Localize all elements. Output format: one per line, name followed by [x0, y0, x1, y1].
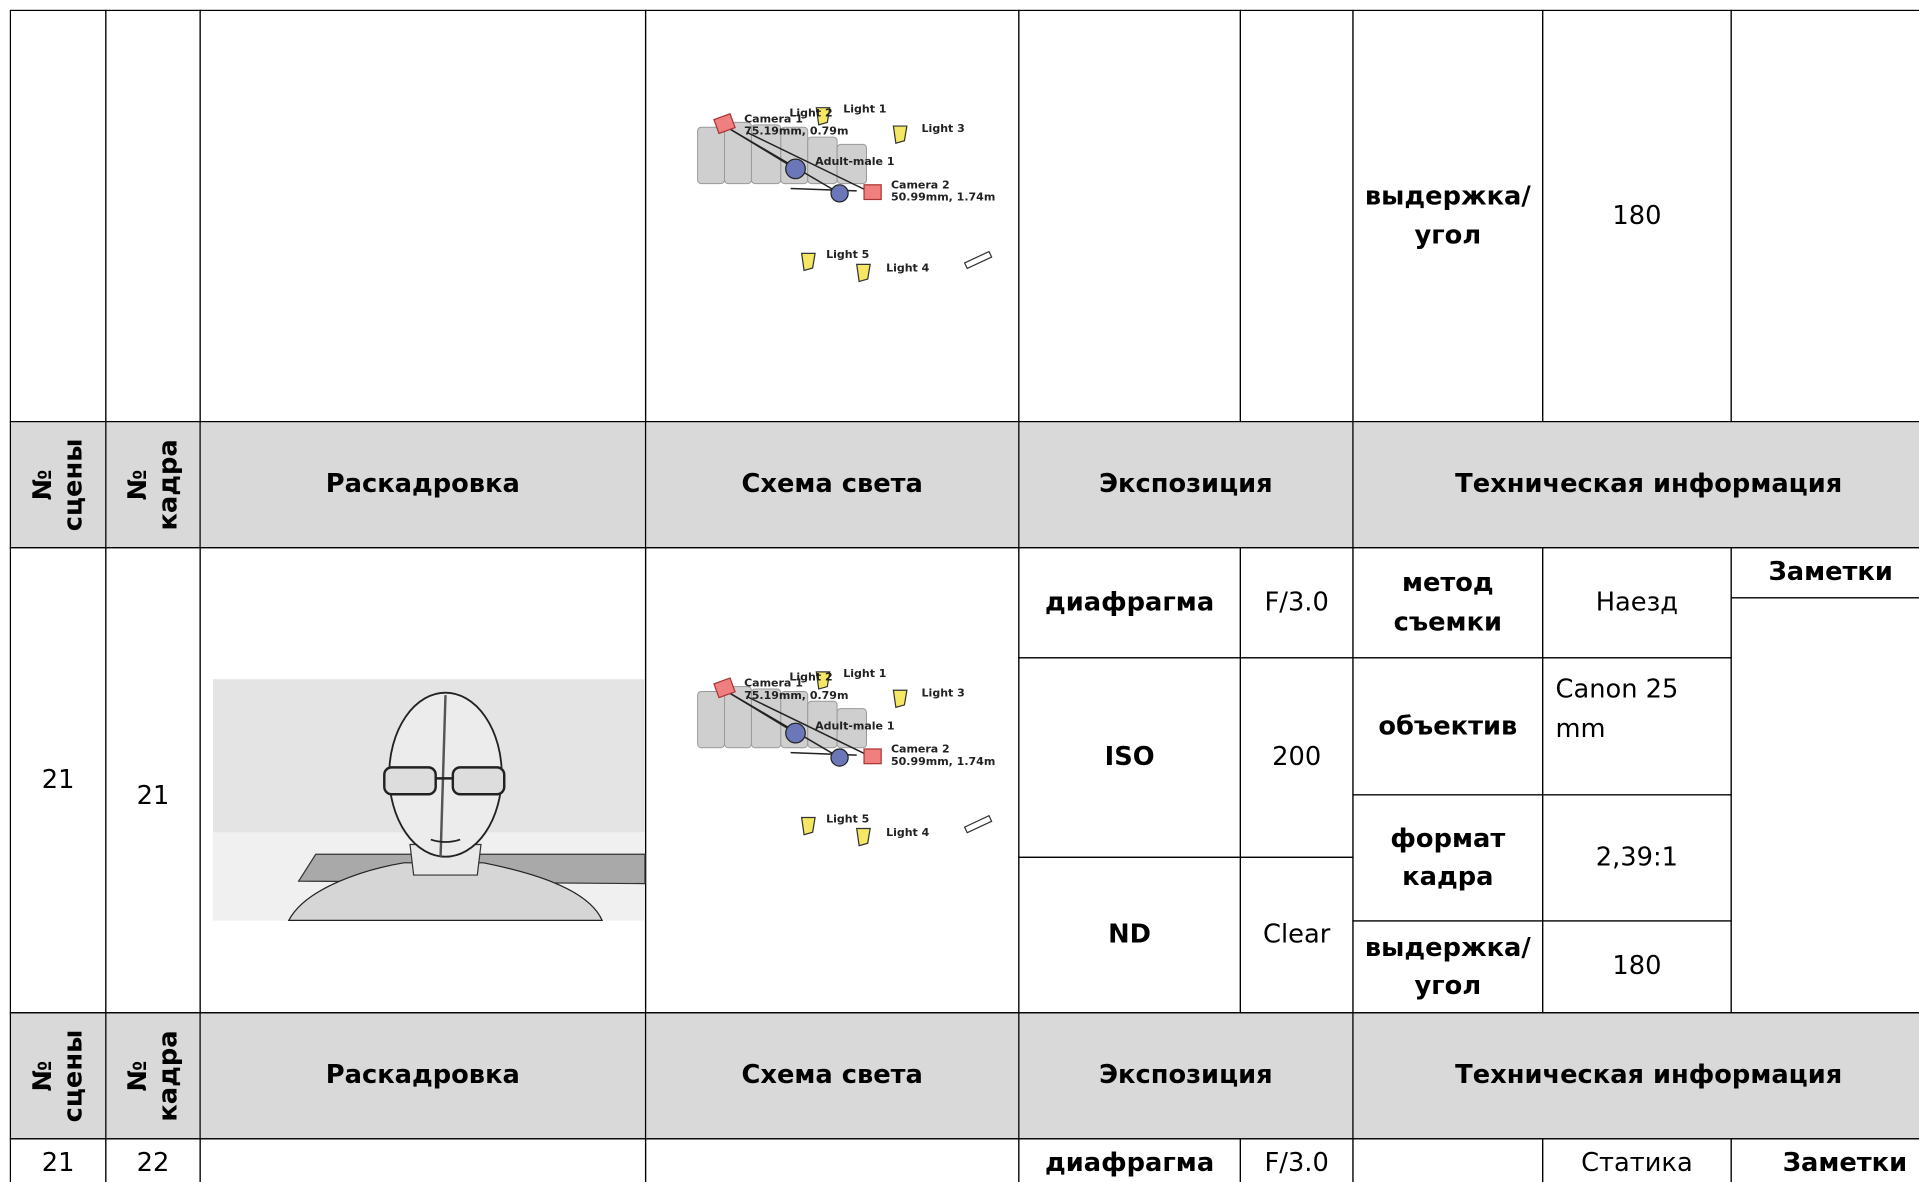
- diagram-label: Light 2: [789, 106, 832, 119]
- camera: [713, 677, 736, 699]
- actor: [830, 748, 849, 767]
- header-cell: Техническая информация: [1352, 1012, 1919, 1140]
- sight-line: [726, 126, 840, 195]
- light: [815, 671, 831, 690]
- light: [800, 252, 816, 272]
- diagram-label: 75.19mm, 0.79m: [744, 125, 848, 138]
- diagram-label: Camera 2: [891, 178, 950, 191]
- header-cell: Экспозиция: [1018, 1012, 1354, 1140]
- header-cell: Раскадровка: [199, 421, 647, 549]
- diagram-label: Light 3: [922, 122, 965, 135]
- header-cell: Схема света: [644, 1012, 1020, 1140]
- actor: [830, 184, 849, 203]
- table-cell: диафрагма: [1018, 1138, 1241, 1182]
- sight-line: [726, 690, 840, 759]
- diagram-label: 50.99mm, 1.74m: [891, 755, 995, 768]
- storyboard-frame: [212, 679, 646, 921]
- mouth: [430, 838, 461, 843]
- actor: [785, 158, 806, 180]
- actor: [785, 722, 806, 744]
- diagram-label: Light 5: [826, 248, 869, 261]
- diagram-label: Light 2: [789, 670, 832, 683]
- diagram-label: Adult-male 1: [815, 719, 894, 732]
- diagram-label: 50.99mm, 1.74m: [891, 191, 995, 204]
- light: [800, 816, 816, 836]
- diagram-label: Light 5: [826, 812, 869, 825]
- light: [892, 689, 908, 709]
- glasses: [451, 766, 506, 796]
- head-line: [439, 695, 447, 857]
- prop: [963, 250, 993, 270]
- table-cell: выдержка/ угол: [1352, 920, 1544, 1014]
- prop: [963, 814, 993, 834]
- light: [892, 125, 908, 144]
- diagram-label: Camera 1: [744, 677, 803, 690]
- camera: [863, 748, 882, 765]
- diagram-label: Camera 2: [891, 743, 950, 756]
- table-cell: Заметки: [1730, 1138, 1919, 1182]
- sight-line: [746, 695, 873, 759]
- light-diagram: Camera 175.19mm, 0.79m Light 2 Light 1 Ligh…: [697, 103, 995, 283]
- light-diagram: Camera 175.19mm, 0.79m Light 2 Light 1 Ligh…: [697, 667, 995, 847]
- header-cell: Схема света: [644, 421, 1020, 549]
- diagram-label: Camera 1: [744, 112, 803, 125]
- table-cell: формат кадра: [1352, 794, 1544, 922]
- sight-line: [746, 131, 873, 195]
- diagram-label: Light 4: [886, 826, 930, 839]
- table-cell: [1730, 597, 1919, 1014]
- header-cell: № кадра: [105, 1012, 201, 1140]
- set-block: [697, 690, 726, 749]
- header-cell: № сцены: [9, 1012, 107, 1140]
- diagram-label: Light 1: [843, 667, 886, 680]
- shoulders: [287, 862, 604, 921]
- set-block: [697, 126, 726, 185]
- table-cell: Canon 25 mm: [1542, 657, 1732, 796]
- light: [815, 107, 831, 126]
- light: [855, 827, 871, 847]
- diagram-label: Light 1: [843, 103, 886, 116]
- header-cell: Техническая информация: [1352, 421, 1919, 549]
- diagram-label: Light 3: [922, 686, 965, 699]
- table-cell: Статика: [1542, 1138, 1732, 1182]
- diagram-label: 75.19mm, 0.79m: [744, 689, 848, 702]
- camera: [713, 112, 736, 135]
- glasses: [383, 766, 437, 796]
- diagram-label: Adult-male 1: [815, 155, 894, 168]
- light: [855, 263, 871, 283]
- header-cell: Экспозиция: [1018, 421, 1354, 549]
- diagram-label: Light 4: [886, 262, 930, 275]
- camera: [863, 184, 882, 201]
